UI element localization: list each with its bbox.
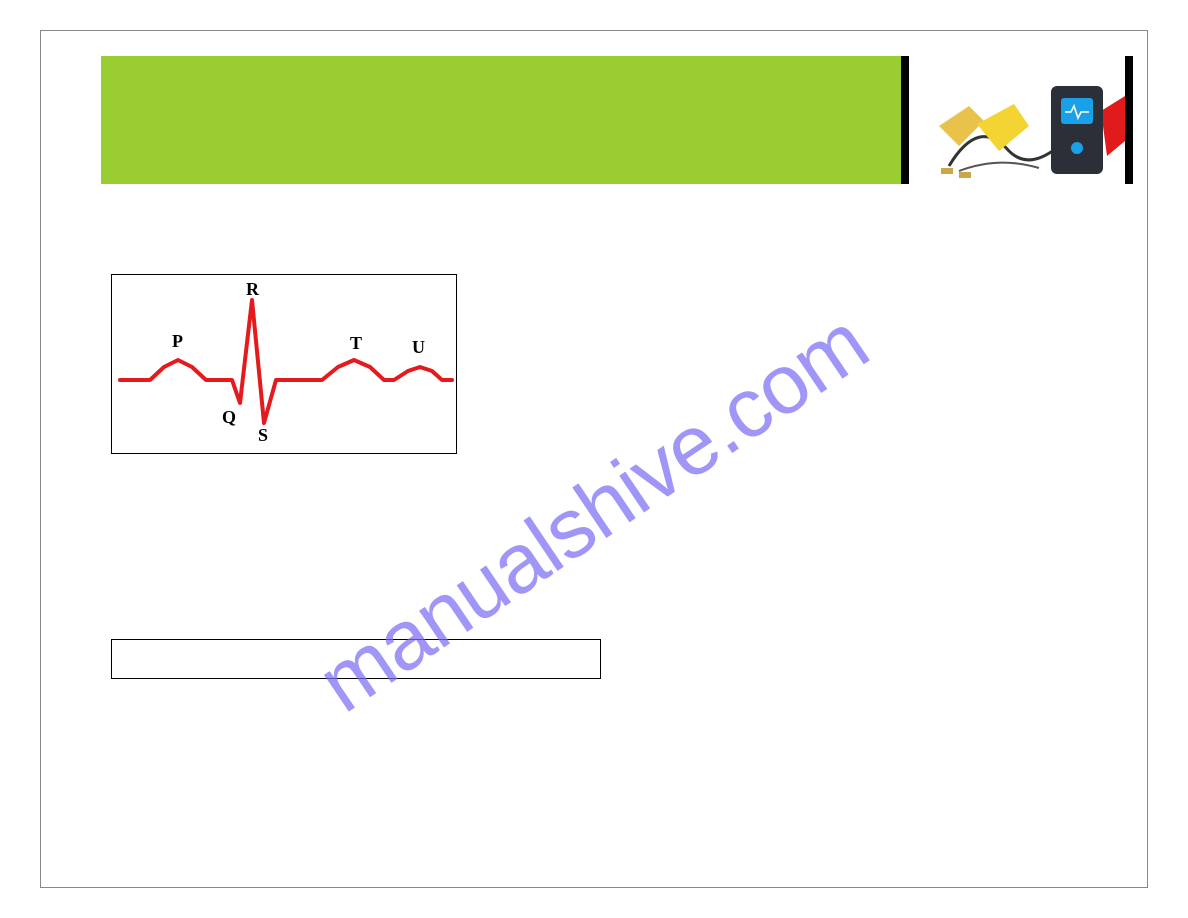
ekg-label-p: P xyxy=(172,331,183,352)
ekg-label-r: R xyxy=(246,279,259,300)
ekg-label-s: S xyxy=(258,425,268,446)
header-separator-1 xyxy=(901,56,909,184)
ekg-label-u: U xyxy=(412,337,425,358)
header-separator-2 xyxy=(1125,56,1133,184)
product-photo-svg xyxy=(929,56,1125,184)
ekg-diagram: P R Q S T U xyxy=(111,274,457,454)
ekg-label-q: Q xyxy=(222,407,236,428)
header-band xyxy=(101,56,901,184)
ekg-waveform xyxy=(120,300,452,423)
page-frame: P R Q S T U manualshive.com xyxy=(40,30,1148,888)
empty-outline-box xyxy=(111,639,601,679)
ekg-label-t: T xyxy=(350,333,362,354)
product-photo xyxy=(929,56,1125,184)
ekg-svg xyxy=(112,275,458,455)
